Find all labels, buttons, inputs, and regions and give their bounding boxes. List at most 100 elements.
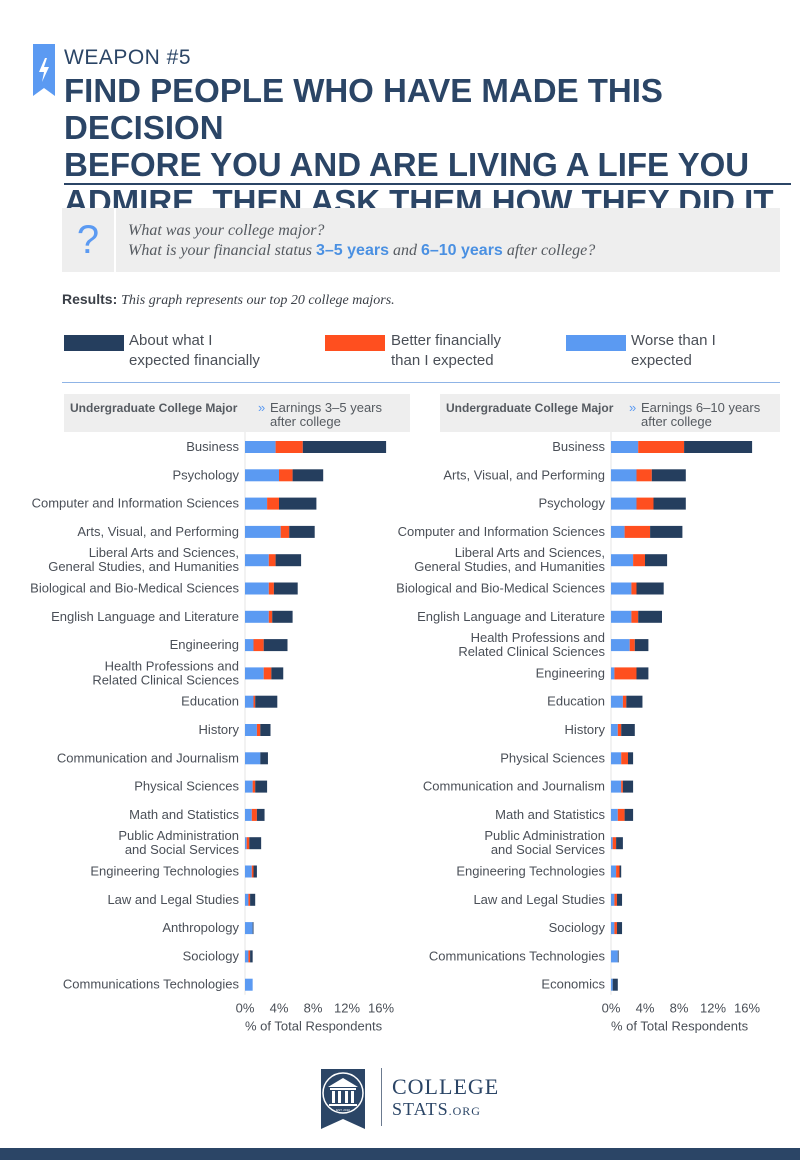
bar-better-than-i-expected-health-professions-and-related-clinical-sciences xyxy=(263,667,272,680)
category-label: Education xyxy=(181,694,239,709)
panel-header-6-10-years: Undergraduate College Major » Earnings 6… xyxy=(440,394,780,432)
category-label: Health Professions and Related Clinical S… xyxy=(458,630,605,659)
category-label: Sociology xyxy=(549,920,606,935)
category-label: Math and Statistics xyxy=(129,807,239,822)
bar-better-than-i-expected-arts-visual-and-performing xyxy=(636,469,652,482)
bar-about-what-i-expected-financially-history xyxy=(621,724,635,736)
bar-worse-than-i-expected-computer-and-information-sciences xyxy=(611,525,625,538)
bar-about-what-i-expected-financially-sociology xyxy=(250,950,253,963)
bar-about-what-i-expected-financially-engineering-technologies xyxy=(253,865,257,878)
category-label: Engineering Technologies xyxy=(456,864,605,879)
weapon-label: WEAPON #5 xyxy=(64,46,192,69)
bar-worse-than-i-expected-math-and-statistics xyxy=(245,808,252,821)
legend-line: Worse than I xyxy=(631,332,716,349)
legend-label-better: Better financially than I expected xyxy=(391,331,501,371)
bar-about-what-i-expected-financially-liberal-arts-and-sciences-general-studies-and-humanities xyxy=(275,554,302,567)
bar-about-what-i-expected-financially-physical-sciences xyxy=(255,780,268,793)
panel-major-label: Undergraduate College Major xyxy=(70,401,238,415)
bar-better-than-i-expected-engineering-technologies xyxy=(616,865,620,878)
bar-worse-than-i-expected-arts-visual-and-performing xyxy=(611,469,637,482)
category-label: Law and Legal Studies xyxy=(107,892,239,907)
bar-worse-than-i-expected-psychology xyxy=(611,497,637,510)
bar-worse-than-i-expected-computer-and-information-sciences xyxy=(245,497,268,510)
bar-better-than-i-expected-physical-sciences xyxy=(621,752,628,765)
bar-better-than-i-expected-liberal-arts-and-sciences-general-studies-and-humanities xyxy=(633,554,645,567)
bar-better-than-i-expected-history xyxy=(256,724,261,736)
category-label: Arts, Visual, and Performing xyxy=(443,467,605,482)
category-label: Liberal Arts and Sciences, General Studie… xyxy=(414,545,605,574)
bar-about-what-i-expected-financially-english-language-and-literature xyxy=(638,610,662,623)
category-label: Psychology xyxy=(173,467,240,482)
x-axis-title: % of Total Respondents xyxy=(245,1019,383,1034)
category-label: History xyxy=(199,722,240,737)
category-label: Engineering xyxy=(536,665,605,680)
category-label: Liberal Arts and Sciences, General Studie… xyxy=(48,545,239,574)
question-line-1: What was your college major? xyxy=(128,222,325,239)
bar-better-than-i-expected-sociology xyxy=(248,950,251,963)
tick-label: 4% xyxy=(270,1001,289,1016)
bar-about-what-i-expected-financially-history xyxy=(260,724,271,736)
bar-worse-than-i-expected-education xyxy=(611,695,623,708)
bar-better-than-i-expected-business xyxy=(275,441,303,453)
bar-about-what-i-expected-financially-english-language-and-literature xyxy=(272,610,293,623)
tick-label: 16% xyxy=(734,1001,760,1016)
tick-label: 8% xyxy=(304,1001,323,1016)
highlight-3-5-years: 3–5 years xyxy=(316,242,389,259)
bar-better-than-i-expected-education xyxy=(622,695,627,708)
category-label-line: Related Clinical Sciences xyxy=(92,672,239,687)
seal-text: EST. 2010 xyxy=(336,1108,350,1112)
footer-bar xyxy=(0,1148,800,1160)
bar-about-what-i-expected-financially-biological-and-bio-medical-sciences xyxy=(273,582,298,595)
legend-swatch-expected xyxy=(64,335,124,351)
category-label-line: Related Clinical Sciences xyxy=(458,644,605,659)
bar-about-what-i-expected-financially-communications-technologies xyxy=(617,950,619,963)
bar-worse-than-i-expected-physical-sciences xyxy=(245,780,253,793)
category-label: Business xyxy=(552,439,605,454)
bar-about-what-i-expected-financially-arts-visual-and-performing xyxy=(289,525,315,538)
question-line-2: What is your financial status 3–5 years … xyxy=(128,242,595,260)
chevron-right-icon: » xyxy=(258,400,266,415)
question-box: ? What was your college major? What is y… xyxy=(62,208,780,272)
bar-about-what-i-expected-financially-math-and-statistics xyxy=(256,808,265,821)
results-text: This graph represents our top 20 college… xyxy=(121,293,395,308)
category-label: Biological and Bio-Medical Sciences xyxy=(396,581,605,596)
bar-better-than-i-expected-math-and-statistics xyxy=(251,808,257,821)
bar-better-than-i-expected-psychology xyxy=(279,469,293,482)
bar-worse-than-i-expected-communications-technologies xyxy=(611,950,618,963)
bar-about-what-i-expected-financially-physical-sciences xyxy=(628,752,634,765)
results-label: Results: xyxy=(62,291,118,307)
legend-line: Better financially xyxy=(391,332,502,349)
bar-worse-than-i-expected-biological-and-bio-medical-sciences xyxy=(611,582,632,595)
logo-stats: STATS xyxy=(392,1099,449,1119)
category-label: Business xyxy=(186,439,239,454)
logo-wordmark: COLLEGE STATS.ORG xyxy=(392,1076,499,1122)
bar-worse-than-i-expected-economics xyxy=(611,978,613,991)
legend-line: About what I xyxy=(129,332,213,349)
tick-label: 16% xyxy=(368,1001,394,1016)
bar-better-than-i-expected-computer-and-information-sciences xyxy=(624,525,651,538)
legend-line: than I expected xyxy=(391,352,494,369)
legend-label-expected: About what I expected financially xyxy=(129,331,260,371)
bar-worse-than-i-expected-history xyxy=(245,724,257,736)
legend-label-worse: Worse than I expected xyxy=(631,331,716,371)
category-label: English Language and Literature xyxy=(417,609,605,624)
bar-worse-than-i-expected-anthropology xyxy=(245,922,253,935)
bar-about-what-i-expected-financially-biological-and-bio-medical-sciences xyxy=(636,582,664,595)
logo-org: .ORG xyxy=(448,1104,481,1118)
category-label: Math and Statistics xyxy=(495,807,605,822)
panel-earnings-line: after college xyxy=(641,414,712,429)
bar-about-what-i-expected-financially-computer-and-information-sciences xyxy=(279,497,317,510)
ribbon-bolt-icon xyxy=(33,44,55,96)
bar-better-than-i-expected-english-language-and-literature xyxy=(268,610,273,623)
category-label: Psychology xyxy=(539,496,606,511)
panel-header-3-5-years: Undergraduate College Major » Earnings 3… xyxy=(64,394,410,432)
category-label-line: Health Professions and xyxy=(471,630,605,645)
bar-worse-than-i-expected-business xyxy=(611,441,639,453)
category-label-line: General Studies, and Humanities xyxy=(48,559,239,574)
collegestats-seal-logo: EST. 2010 xyxy=(321,1069,365,1129)
bar-about-what-i-expected-financially-law-and-legal-studies xyxy=(616,893,623,906)
bar-about-what-i-expected-financially-education xyxy=(626,695,643,708)
bar-better-than-i-expected-liberal-arts-and-sciences-general-studies-and-humanities xyxy=(268,554,276,567)
bar-about-what-i-expected-financially-arts-visual-and-performing xyxy=(651,469,686,482)
bar-better-than-i-expected-history xyxy=(617,724,622,736)
